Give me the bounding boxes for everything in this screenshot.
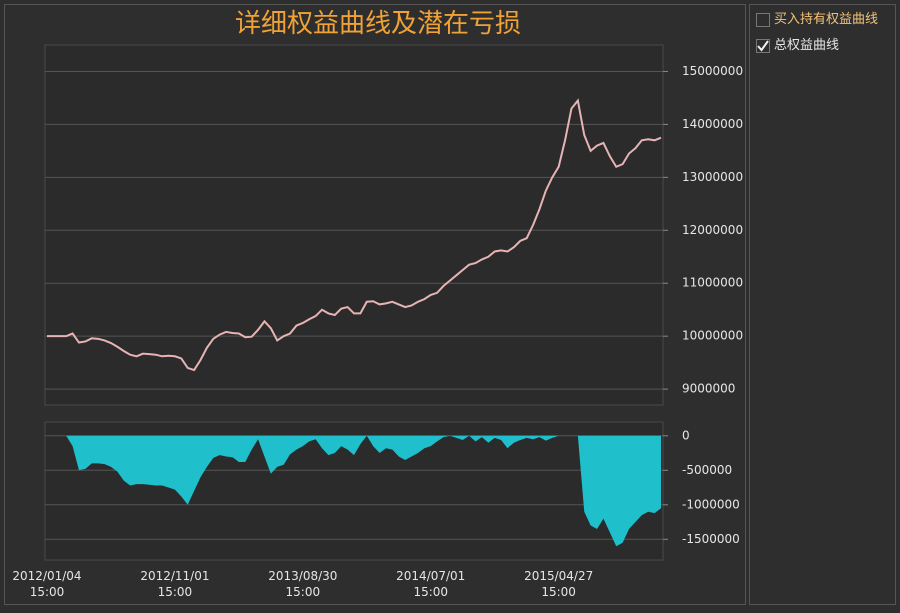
- y-tick-label: 0: [682, 428, 690, 442]
- checkbox[interactable]: [756, 39, 770, 53]
- y-tick-label: 15000000: [682, 64, 743, 78]
- legend-label: 总权益曲线: [774, 38, 840, 53]
- legend-item[interactable]: 总权益曲线: [756, 37, 839, 55]
- drawdown-area: [47, 435, 661, 547]
- chart: 详细权益曲线及潜在亏损 9000000 10000000 11000000 12000…: [44, 9, 743, 561]
- legend-item[interactable]: 买入持有权益曲线: [756, 11, 878, 29]
- checkbox[interactable]: [756, 13, 770, 27]
- y-tick-label: -1000000: [682, 497, 740, 511]
- legend-panel: 买入持有权益曲线 总权益曲线: [749, 4, 896, 605]
- equity-line: [47, 98, 662, 372]
- x-tick-label: 2012/01/04 15:00: [12, 569, 82, 599]
- chart-frame: [4, 4, 746, 605]
- y-tick-label: 10000000: [682, 329, 743, 343]
- y-tick-label: -1500000: [682, 532, 740, 546]
- plot-area: [44, 44, 664, 406]
- y-tick-label: 13000000: [682, 170, 743, 184]
- y-tick-label: 11000000: [682, 276, 743, 290]
- y-tick-label: -500000: [682, 463, 732, 477]
- chart-title: 详细权益曲线及潜在亏损: [235, 9, 521, 39]
- x-tick-label: 2012/11/01 15:00: [140, 569, 210, 599]
- x-tick-label: 2014/07/01 15:00: [396, 569, 466, 599]
- legend-label: 买入持有权益曲线: [774, 12, 879, 27]
- check-mark: [757, 40, 769, 52]
- y-tick-label: 14000000: [682, 117, 743, 131]
- y-tick-label: 12000000: [682, 223, 743, 237]
- x-tick-label: 2013/08/30 15:00: [268, 569, 338, 599]
- x-tick-label: 2015/04/27 15:00: [524, 569, 594, 599]
- y-tick-label: 9000000: [682, 382, 735, 396]
